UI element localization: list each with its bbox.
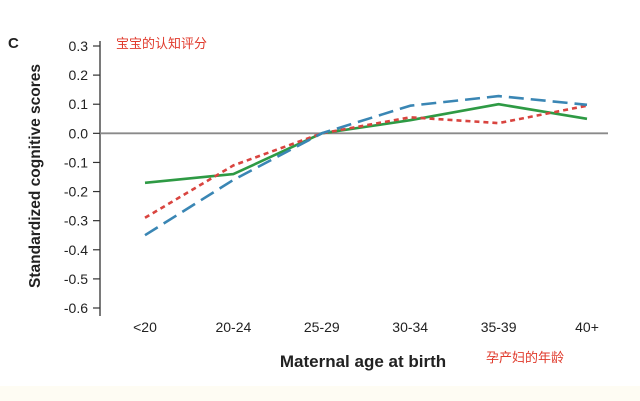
y-tick-label: -0.3 xyxy=(64,213,88,229)
x-axis-label: Maternal age at birth xyxy=(280,352,446,371)
x-tick-label: 25-29 xyxy=(304,319,340,335)
x-tick-label: 35-39 xyxy=(481,319,517,335)
series-line-solid xyxy=(144,102,588,185)
x-tick-label: <20 xyxy=(133,319,157,335)
y-axis-label: Standardized cognitive scores xyxy=(27,64,44,288)
y-tick-label: 0.2 xyxy=(69,67,89,83)
series-line-dotted xyxy=(144,104,588,219)
title-annotation: 宝宝的认知评分 xyxy=(116,36,207,51)
axes-group: 0.3 0.2 0.1 0.0 -0.1 -0.2 -0.3 -0.4 -0.5 -0.6 <20 2… xyxy=(64,38,608,335)
y-tick-label: 0.0 xyxy=(69,125,89,141)
y-tick-label: -0.4 xyxy=(64,242,88,258)
y-tick-label: -0.2 xyxy=(64,184,88,200)
x-tick-label: 20-24 xyxy=(215,319,251,335)
x-tick-label: 30-34 xyxy=(392,319,428,335)
y-tick-label: -0.6 xyxy=(64,300,88,316)
y-tick-label: -0.1 xyxy=(64,154,88,170)
panel-label: C xyxy=(8,35,19,52)
y-tick-label: 0.1 xyxy=(69,96,89,112)
y-tick-label: 0.3 xyxy=(69,38,89,54)
series-group xyxy=(144,94,588,237)
x-label-annotation: 孕产妇的年龄 xyxy=(486,350,564,365)
chart-panel xyxy=(0,0,640,386)
y-tick-label: -0.5 xyxy=(64,271,88,287)
series-line-dashed xyxy=(144,94,588,237)
x-tick-label: 40+ xyxy=(575,319,599,335)
